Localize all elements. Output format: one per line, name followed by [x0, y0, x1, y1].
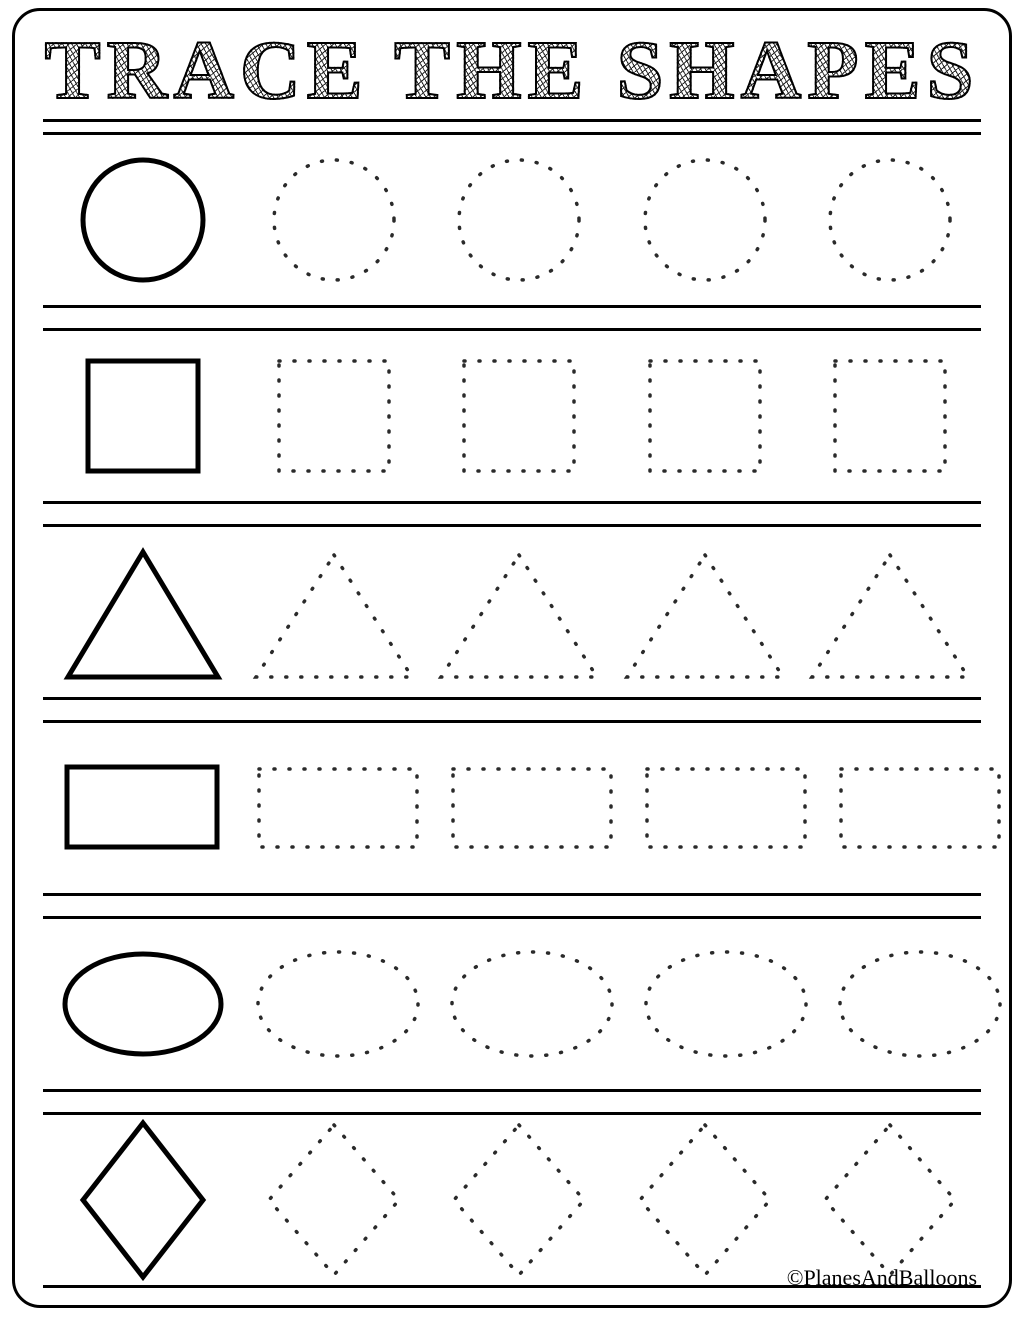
circle-trace	[805, 145, 975, 295]
oval-trace-group	[243, 919, 1015, 1089]
triangle-trace	[800, 537, 980, 687]
worksheet-frame: TRACE THE SHAPES ©PlanesAndBalloons	[12, 8, 1012, 1308]
shape-row-triangle	[43, 524, 981, 700]
triangle-trace	[429, 537, 609, 687]
diamond-trace-group	[243, 1115, 981, 1285]
square-trace-group	[243, 331, 981, 501]
triangle-example	[43, 527, 243, 697]
square-trace	[249, 341, 419, 491]
circle-trace	[434, 145, 604, 295]
square-trace	[620, 341, 790, 491]
credit-text: ©PlanesAndBalloons	[787, 1265, 977, 1291]
shape-row-square	[43, 328, 981, 504]
diamond-trace	[810, 1115, 970, 1285]
square-trace	[434, 341, 604, 491]
triangle-trace	[615, 537, 795, 687]
oval-trace	[437, 934, 627, 1074]
shape-row-diamond	[43, 1112, 981, 1288]
square-trace	[805, 341, 975, 491]
circle-trace	[249, 145, 419, 295]
rectangle-trace	[825, 753, 1015, 863]
oval-example	[43, 919, 243, 1089]
diamond-trace	[625, 1115, 785, 1285]
oval-trace	[243, 934, 433, 1074]
shape-row-oval	[43, 916, 981, 1092]
rectangle-example	[43, 723, 243, 893]
shape-rows	[43, 132, 981, 1288]
oval-trace	[825, 934, 1015, 1074]
title-underline	[43, 119, 981, 122]
triangle-trace	[244, 537, 424, 687]
rectangle-trace	[437, 753, 627, 863]
rectangle-trace	[631, 753, 821, 863]
diamond-trace	[254, 1115, 414, 1285]
circle-trace	[620, 145, 790, 295]
circle-example	[43, 135, 243, 305]
shape-row-circle	[43, 132, 981, 308]
shape-row-rectangle	[43, 720, 981, 896]
circle-trace-group	[243, 135, 981, 305]
rectangle-trace	[243, 753, 433, 863]
diamond-trace	[439, 1115, 599, 1285]
oval-trace	[631, 934, 821, 1074]
page-title: TRACE THE SHAPES	[43, 27, 981, 115]
rectangle-trace-group	[243, 723, 1015, 893]
diamond-example	[43, 1115, 243, 1285]
triangle-trace-group	[243, 527, 981, 697]
square-example	[43, 331, 243, 501]
